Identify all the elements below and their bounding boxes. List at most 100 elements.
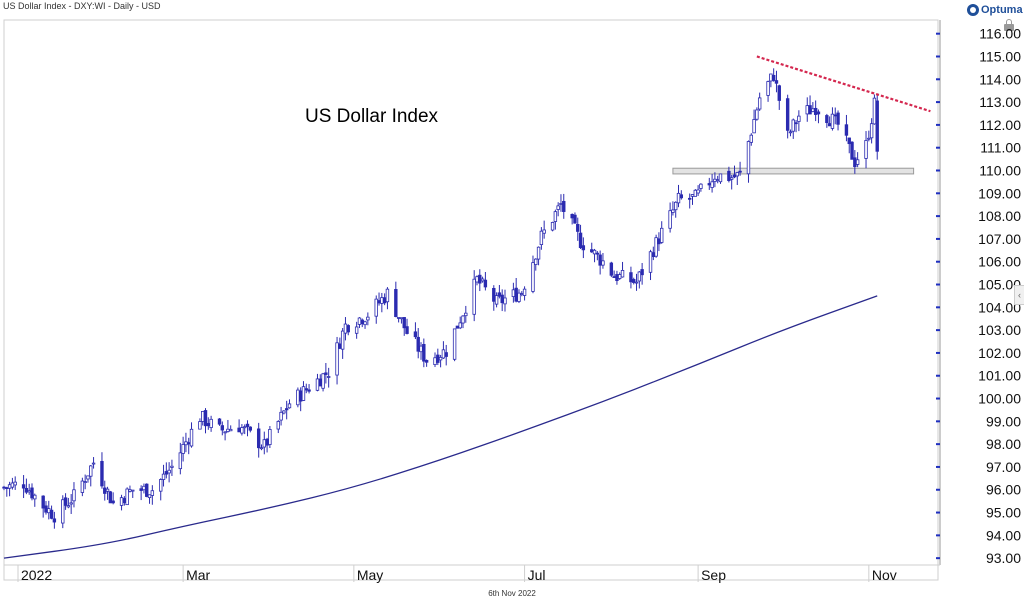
candle [553, 209, 558, 230]
candle-body [634, 281, 639, 284]
candle [245, 420, 250, 437]
candle [592, 248, 597, 263]
candle-body [615, 274, 619, 282]
candle [452, 328, 457, 362]
candle-body [559, 203, 563, 205]
candle-body [522, 288, 527, 296]
candle-body [206, 423, 211, 427]
candle-body [7, 484, 12, 489]
candle [679, 190, 684, 200]
candle-body [550, 222, 555, 231]
y-tick-label: 95.00 [986, 505, 1021, 521]
lock-icon[interactable] [1004, 19, 1014, 31]
x-tick-label: Mar [186, 567, 210, 583]
candle-body [61, 499, 65, 524]
candle-body [777, 85, 781, 101]
candle [464, 305, 468, 323]
y-tick-label: 107.00 [978, 231, 1021, 247]
y-tick-label: 93.00 [986, 550, 1021, 566]
candle-body [461, 315, 465, 324]
candle-body [354, 326, 359, 334]
candle-body [640, 269, 644, 276]
candle [72, 482, 76, 508]
candle-body [805, 105, 809, 115]
panel-collapse-tab[interactable]: ‹ [1014, 285, 1024, 305]
candle-body [147, 494, 152, 499]
candle [718, 173, 723, 184]
candle-body [433, 357, 437, 365]
candle [867, 130, 871, 142]
candle [660, 221, 664, 244]
candle-body [63, 497, 68, 506]
candle [444, 344, 448, 366]
candle-body [794, 122, 798, 125]
candle-body [201, 410, 205, 422]
optuma-logo-text: Optuma [981, 4, 1023, 16]
candle-body [872, 97, 877, 125]
candle [674, 201, 678, 218]
candle-body [690, 194, 695, 197]
candle-body [86, 475, 90, 480]
candle-body [654, 237, 658, 257]
candle-body [13, 481, 17, 486]
moving-average-line [3, 295, 878, 559]
candle-body [746, 141, 751, 175]
candle [405, 318, 409, 335]
candle-body [578, 232, 583, 249]
candle-body [268, 429, 272, 445]
candle [693, 189, 698, 197]
candle-body [2, 486, 6, 489]
candle-body [405, 326, 409, 334]
candle [86, 475, 90, 483]
candle [354, 321, 359, 339]
candle [167, 462, 171, 483]
candle-body [256, 428, 261, 449]
y-tick-label: 106.00 [978, 254, 1021, 270]
candle [178, 442, 183, 475]
candle-body [189, 428, 194, 447]
candle [438, 354, 443, 368]
candle-body [52, 518, 57, 523]
candle-body [827, 123, 832, 127]
candle-body [187, 442, 191, 445]
candle-body [377, 300, 381, 304]
candle [366, 312, 370, 326]
candle [223, 431, 227, 441]
y-tick-label: 112.00 [979, 117, 1021, 133]
candle [875, 94, 879, 160]
candle-body [49, 509, 54, 519]
candle-body [237, 427, 241, 433]
candle-body [612, 276, 616, 278]
candle [284, 400, 289, 420]
y-tick-label: 98.00 [986, 436, 1021, 452]
candle-body [259, 447, 264, 450]
candle [497, 285, 502, 299]
candle-body [91, 462, 96, 465]
candle [159, 478, 163, 501]
moving-average-layer [3, 295, 878, 559]
candle [181, 436, 185, 462]
candle-body [679, 194, 684, 199]
candle-body [576, 224, 580, 232]
candle [89, 464, 93, 487]
candle-body [590, 249, 594, 253]
support-zone [672, 167, 915, 175]
candle-body [357, 317, 362, 325]
candle-body [830, 113, 835, 129]
support-zone-layer [672, 167, 915, 175]
candle-body [307, 389, 311, 392]
candle [749, 133, 753, 146]
optuma-logo-icon [967, 4, 979, 16]
candle-body [343, 323, 348, 334]
candle-body [80, 480, 85, 493]
x-tick-label: Sep [701, 567, 726, 583]
candle-body [276, 421, 280, 430]
candle [668, 202, 672, 233]
candle-body [729, 177, 734, 180]
candle [609, 261, 614, 278]
candle [752, 109, 756, 134]
candle [422, 338, 426, 368]
candle [242, 424, 247, 435]
candle-body [321, 373, 325, 389]
candle [111, 492, 115, 505]
